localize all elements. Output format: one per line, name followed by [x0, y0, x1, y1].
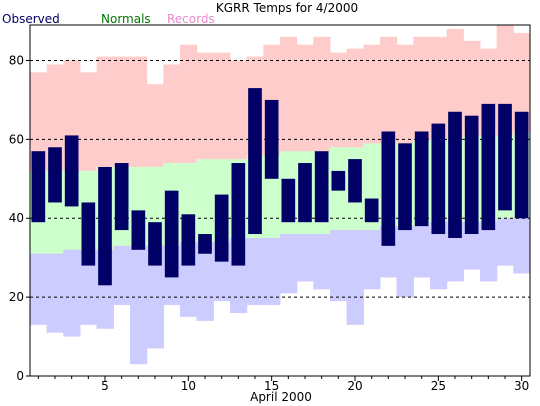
observed-bar [314, 151, 329, 223]
observed-bar [98, 166, 112, 286]
x-tick-label: 25 [431, 379, 446, 393]
observed-bar [364, 198, 379, 223]
observed-bar [348, 159, 362, 203]
x-axis-label: April 2000 [250, 390, 312, 404]
below-normal-bar [63, 249, 81, 337]
observed-bar [398, 143, 412, 231]
y-tick-label: 80 [9, 53, 24, 67]
below-normal-bar [146, 245, 164, 349]
y-tick-label: 20 [9, 290, 24, 304]
x-tick-label: 20 [347, 379, 362, 393]
plot-area: 0 20 40 60 80 5 10 15 20 25 30 [9, 24, 531, 393]
below-normal-bar [280, 234, 298, 294]
below-normal-bar [113, 245, 131, 306]
plot-frame [29, 24, 531, 377]
below-normal-bar [130, 245, 148, 365]
below-normal-bar [430, 222, 448, 290]
observed-bar [148, 222, 162, 266]
below-normal-bar [413, 226, 431, 278]
x-tick-label: 5 [101, 379, 109, 393]
observed-bar [48, 147, 62, 203]
y-tick-label: 0 [16, 369, 24, 383]
observed-bar [514, 111, 529, 219]
below-normal-bar [30, 253, 48, 325]
x-tick-label: 10 [181, 379, 196, 393]
chart-title: KGRR Temps for 4/2000 [216, 1, 358, 15]
below-normal-bar [363, 230, 381, 290]
observed-bar [231, 163, 246, 266]
legend-records: Records [167, 12, 215, 26]
observed-bar [331, 170, 346, 191]
below-normal-bar [196, 241, 214, 321]
normals-bar [196, 159, 214, 242]
below-normal-bar [80, 249, 98, 325]
observed-bar [214, 194, 229, 262]
observed-bar [248, 88, 262, 235]
observed-bar [31, 151, 46, 223]
observed-bar [114, 163, 129, 231]
below-normal-bar [263, 237, 281, 306]
observed-bar [198, 234, 212, 254]
observed-bar [481, 103, 496, 231]
below-normal-bar [396, 226, 414, 298]
below-normal-bar [46, 253, 64, 333]
x-tick-label: 30 [514, 379, 529, 393]
y-tick-label: 40 [9, 211, 24, 225]
y-tick-label: 60 [9, 132, 24, 146]
below-normal-bar [313, 234, 331, 290]
observed-bar [181, 214, 196, 266]
below-normal-bar [246, 237, 264, 306]
observed-bar [464, 115, 479, 235]
observed-bar [164, 190, 179, 278]
x-tick-label: 15 [264, 379, 279, 393]
legend: Observed Normals Records [2, 12, 215, 26]
observed-bar [414, 131, 429, 227]
below-normal-bar [330, 230, 348, 302]
below-normal-bar [513, 218, 531, 274]
below-normal-bar [346, 230, 364, 325]
observed-bar [381, 131, 396, 246]
observed-bar [498, 103, 512, 211]
legend-observed: Observed [2, 12, 60, 26]
below-normal-bar [496, 218, 514, 266]
observed-bar [281, 178, 296, 223]
observed-bar [431, 123, 446, 235]
observed-bar [264, 99, 279, 179]
observed-bar [131, 210, 146, 250]
legend-normals: Normals [101, 12, 151, 26]
observed-bar [64, 135, 79, 207]
observed-bar [448, 111, 462, 238]
below-normal-bar [296, 234, 314, 282]
below-normal-bar [480, 222, 498, 282]
observed-bar [81, 202, 96, 266]
observed-bar [298, 163, 312, 223]
